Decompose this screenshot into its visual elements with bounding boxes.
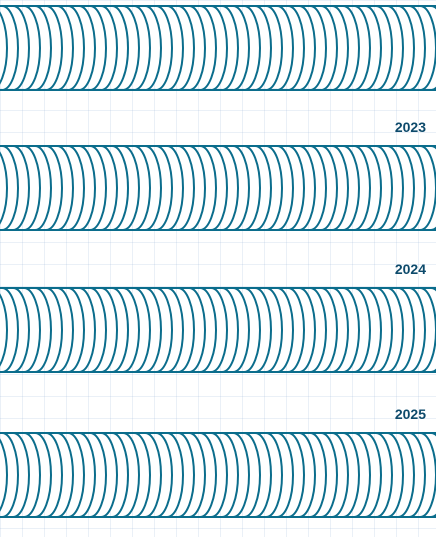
coin-stack-2022: ﺭﻳﺎﻝ [0, 5, 436, 91]
labels: 202265.4202374.2202483.2202592.1 [395, 119, 426, 422]
coin-stacks: ﺭﻳﺎﻝ ﺭﻳﺎﻝ ﺭﻳﺎﻝ ﺭﻳﺎﻝ [0, 5, 436, 518]
coin-stack-2024: ﺭﻳﺎﻝ [0, 287, 436, 373]
year-label-2023: 2023 [395, 119, 426, 135]
year-label-2025: 2025 [395, 406, 426, 422]
coin-stack-2025: ﺭﻳﺎﻝ [0, 432, 436, 518]
coin-stack-2023: ﺭﻳﺎﻝ [0, 145, 436, 231]
year-label-2024: 2024 [395, 261, 426, 277]
